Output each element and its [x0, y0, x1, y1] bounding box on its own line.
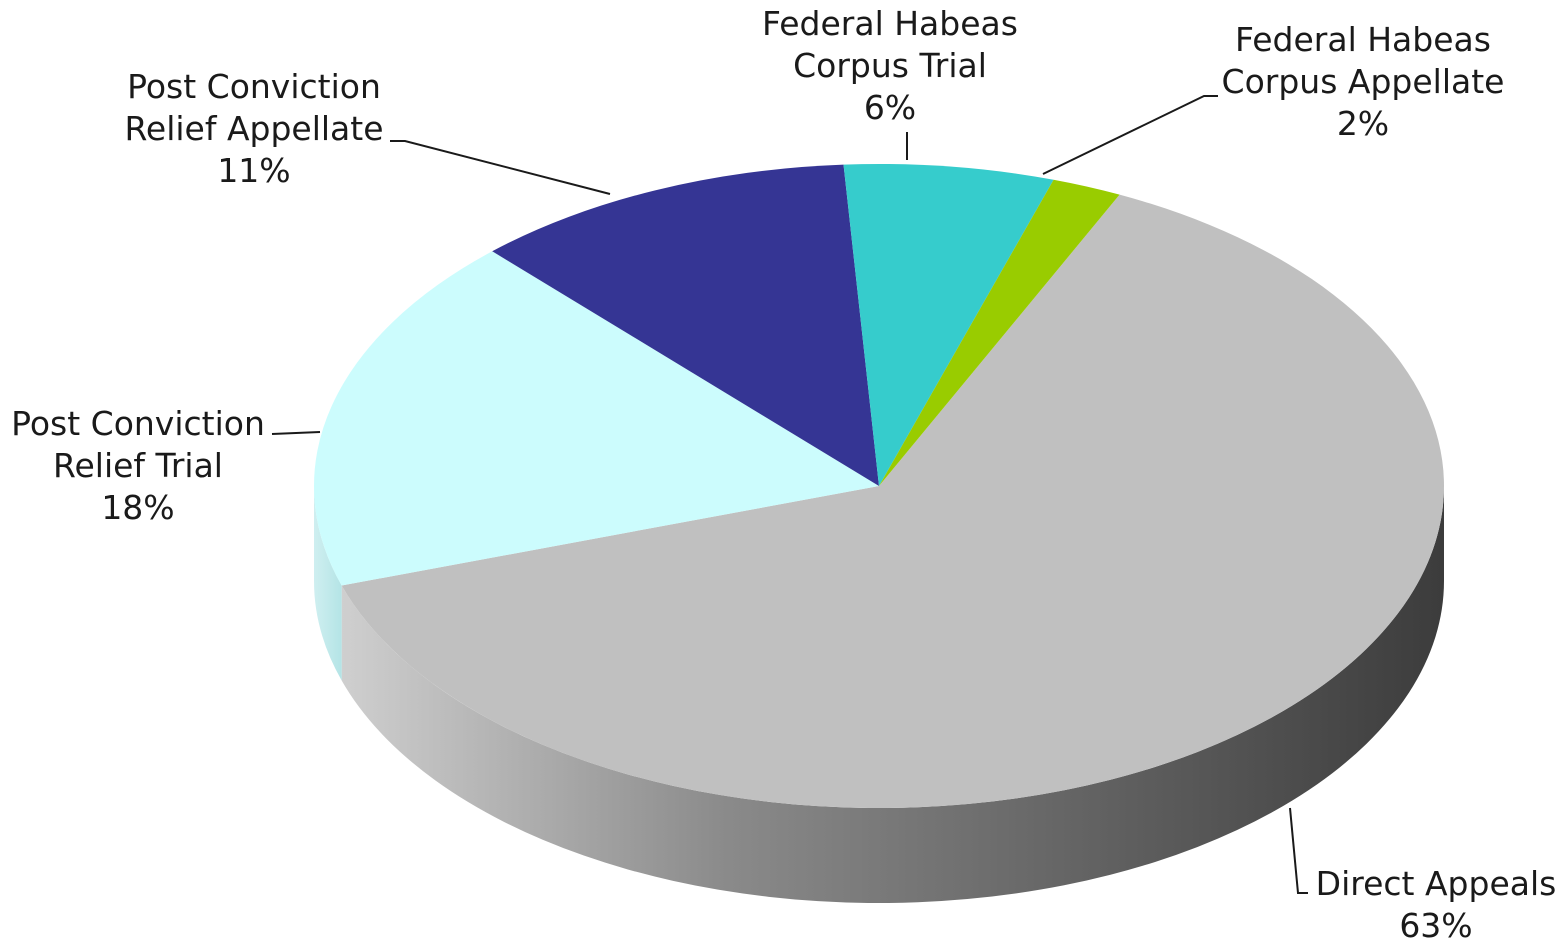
slice-value-label-0: 63%	[1399, 906, 1472, 943]
slice-category-label-3: Federal Habeas	[762, 4, 1018, 43]
leader-line-2	[390, 141, 610, 194]
pie-slices	[314, 164, 1444, 808]
slice-category-label-1: Post Conviction	[11, 404, 265, 443]
slice-category-label-0: Direct Appeals	[1316, 864, 1557, 903]
leader-line-4	[1043, 96, 1218, 174]
slice-value-label-3: 6%	[864, 88, 916, 127]
leader-line-1	[272, 432, 320, 434]
leader-line-0	[1290, 808, 1308, 893]
slice-category-label-1: Relief Trial	[53, 446, 223, 485]
slice-category-label-4: Federal Habeas	[1235, 20, 1491, 59]
slice-category-label-3: Corpus Trial	[793, 46, 987, 85]
slice-category-label-2: Post Conviction	[127, 67, 381, 106]
slice-value-label-4: 2%	[1337, 104, 1389, 143]
slice-value-label-1: 18%	[101, 488, 174, 527]
slice-category-label-2: Relief Appellate	[124, 109, 383, 148]
slice-category-label-4: Corpus Appellate	[1222, 62, 1505, 101]
slice-value-label-2: 11%	[217, 151, 290, 190]
